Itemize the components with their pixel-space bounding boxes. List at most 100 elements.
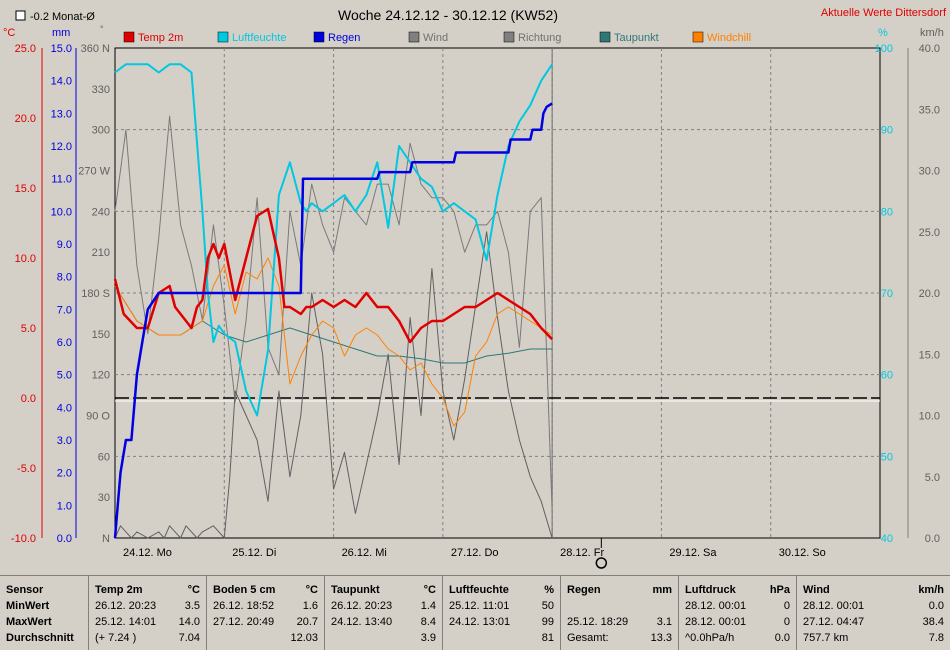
direction-tick-label: 360 N <box>81 43 110 55</box>
direction-tick-label: 150 <box>92 329 110 341</box>
series-luftfeuchte <box>114 63 553 417</box>
summary-unit: °C <box>423 584 436 596</box>
summary-time: 26.12. 20:23 <box>95 600 157 612</box>
x-tick-label: 26.12. Mi <box>342 547 387 559</box>
humidity-tick-label: 80 <box>881 206 893 218</box>
direction-tick-label: 120 <box>92 370 110 382</box>
temp-tick-label: 10.0 <box>15 253 36 265</box>
month-average-checkbox[interactable] <box>15 10 26 21</box>
summary-value: 0.0 <box>928 600 944 612</box>
summary-value: 3.1 <box>656 616 672 628</box>
chart-title: Woche 24.12.12 - 30.12.12 (KW52) <box>338 7 558 23</box>
summary-header: Sensor <box>6 584 44 596</box>
summary-row-label: MaxWert <box>6 616 52 628</box>
direction-tick-label: N <box>102 533 110 545</box>
legend-label: Luftfeuchte <box>232 32 286 44</box>
summary-time: 24.12. 13:01 <box>449 616 511 628</box>
x-tick-label: 27.12. Do <box>451 547 499 559</box>
rain-tick-label: 4.0 <box>57 402 72 414</box>
rain-tick-label: 7.0 <box>57 304 72 316</box>
summary-value: 8.4 <box>420 616 436 628</box>
summary-value: 81 <box>541 632 554 644</box>
legend-label: Regen <box>328 32 360 44</box>
summary-time: 27.12. 04:47 <box>803 616 865 628</box>
wind-unit-label: km/h <box>920 27 944 39</box>
summary-value: 99 <box>541 616 554 628</box>
rain-tick-label: 8.0 <box>57 272 72 284</box>
summary-header: Wind <box>803 584 830 596</box>
rain-tick-label: 14.0 <box>51 76 72 88</box>
rain-tick-label: 5.0 <box>57 370 72 382</box>
x-tick-label: 25.12. Di <box>232 547 276 559</box>
summary-value: 38.4 <box>922 616 944 628</box>
wind-tick-label: 35.0 <box>919 104 940 116</box>
direction-tick-label: 300 <box>92 125 110 137</box>
chart-legend: Temp 2m Luftfeuchte Regen Wind Richtung Taupu… <box>123 31 751 44</box>
temp-tick-label: 5.0 <box>21 323 36 335</box>
summary-header: Boden 5 cm <box>213 584 276 596</box>
rain-tick-label: 10.0 <box>51 206 72 218</box>
x-tick-label: 30.12. So <box>779 547 826 559</box>
legend-swatch <box>503 31 515 43</box>
legend-swatch <box>313 31 325 43</box>
direction-tick-label: 330 <box>92 84 110 96</box>
summary-value: 0.0 <box>774 632 790 644</box>
summary-col-luftdruck: Luftdruck hPa 28.12. 00:01 0 28.12. 00:01 0 ^0… <box>678 576 796 650</box>
summary-unit: °C <box>305 584 318 596</box>
summary-header: Temp 2m <box>95 584 143 596</box>
summary-value: 13.3 <box>650 632 672 644</box>
wind-tick-label: 10.0 <box>919 411 940 423</box>
rain-tick-label: 12.0 <box>51 141 72 153</box>
legend-swatch <box>123 31 135 43</box>
legend-swatch <box>217 31 229 43</box>
legend-label: Richtung <box>518 32 561 44</box>
summary-col-regen: Regen mm 25.12. 18:29 3.1 Gesamt: 13.3 <box>560 576 678 650</box>
degree-unit-label: ° <box>100 24 104 34</box>
x-tick-label: 29.12. Sa <box>669 547 717 559</box>
summary-unit: °C <box>187 584 200 596</box>
wind-tick-label: 5.0 <box>925 472 940 484</box>
summary-time: (+ 7.24 ) <box>95 632 137 644</box>
direction-tick-label: 210 <box>92 247 110 259</box>
weather-chart: Woche 24.12.12 - 30.12.12 (KW52) Aktuell… <box>3 7 947 569</box>
summary-time: 28.12. 00:01 <box>685 616 747 628</box>
humidity-tick-label: 40 <box>881 533 893 545</box>
summary-time: 757.7 km <box>803 632 849 644</box>
wind-tick-label: 15.0 <box>919 349 940 361</box>
summary-value: 20.7 <box>296 616 318 628</box>
rain-tick-label: 3.0 <box>57 435 72 447</box>
rain-tick-label: 1.0 <box>57 500 72 512</box>
summary-value: 1.6 <box>302 600 318 612</box>
summary-value: 50 <box>541 600 554 612</box>
temp-tick-label: 25.0 <box>15 43 36 55</box>
direction-tick-label: 60 <box>98 451 110 463</box>
summary-time: 25.12. 11:01 <box>449 600 510 612</box>
summary-time: ^0.0hPa/h <box>685 632 735 644</box>
summary-col-temp2m: Temp 2m °C 26.12. 20:23 3.5 25.12. 14:01 14.0… <box>88 576 206 650</box>
summary-time: 25.12. 14:01 <box>95 616 157 628</box>
direction-tick-label: 180 S <box>81 288 110 300</box>
wind-tick-label: 40.0 <box>919 43 940 55</box>
rain-tick-label: 9.0 <box>57 239 72 251</box>
summary-time: 25.12. 18:29 <box>567 616 629 628</box>
summary-unit: hPa <box>769 584 790 596</box>
legend-swatch <box>599 31 611 43</box>
summary-value: 7.04 <box>178 632 200 644</box>
summary-value: 3.9 <box>420 632 436 644</box>
series-windchill <box>114 257 553 427</box>
summary-unit: mm <box>652 584 672 596</box>
direction-tick-label: 240 <box>92 206 110 218</box>
summary-unit: km/h <box>918 584 944 596</box>
live-values-link[interactable]: Aktuelle Werte Dittersdorf <box>821 7 947 19</box>
rain-tick-label: 2.0 <box>57 468 72 480</box>
rain-tick-label: 13.0 <box>51 108 72 120</box>
summary-col-sensor: Sensor MinWert MaxWert Durchschnitt <box>0 576 88 650</box>
temp-tick-label: 0.0 <box>21 393 36 405</box>
summary-row-label: Durchschnitt <box>6 632 74 644</box>
series-wind <box>114 231 553 539</box>
humidity-tick-label: 90 <box>881 125 893 137</box>
humidity-tick-label: 60 <box>881 370 893 382</box>
temp-unit-label: °C <box>3 27 15 39</box>
humidity-unit-label: % <box>878 27 888 39</box>
summary-value: 1.4 <box>420 600 436 612</box>
